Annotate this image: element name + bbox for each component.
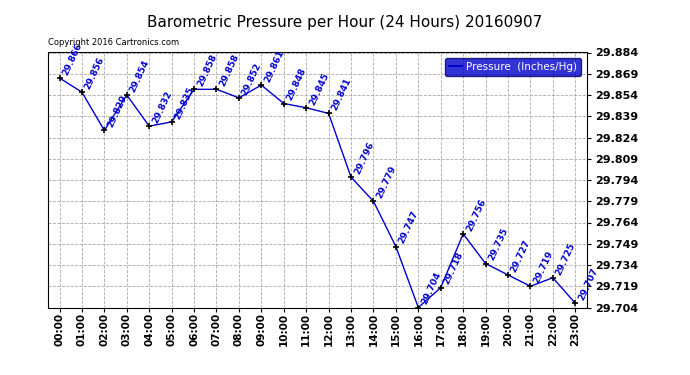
Text: 29.835: 29.835 xyxy=(173,85,196,120)
Text: 29.707: 29.707 xyxy=(577,267,600,302)
Text: 29.719: 29.719 xyxy=(532,249,555,285)
Text: 29.756: 29.756 xyxy=(464,197,487,232)
Text: Barometric Pressure per Hour (24 Hours) 20160907: Barometric Pressure per Hour (24 Hours) … xyxy=(148,15,542,30)
Text: 29.841: 29.841 xyxy=(330,76,353,112)
Text: 29.858: 29.858 xyxy=(195,53,218,88)
Text: 29.796: 29.796 xyxy=(353,140,375,176)
Text: 29.735: 29.735 xyxy=(487,227,510,262)
Text: 29.725: 29.725 xyxy=(554,241,577,276)
Legend: Pressure  (Inches/Hg): Pressure (Inches/Hg) xyxy=(445,58,581,76)
Text: Copyright 2016 Cartronics.com: Copyright 2016 Cartronics.com xyxy=(48,38,179,47)
Text: 29.718: 29.718 xyxy=(442,251,465,286)
Text: 29.829: 29.829 xyxy=(106,94,128,129)
Text: 29.832: 29.832 xyxy=(150,90,173,125)
Text: 29.861: 29.861 xyxy=(263,48,286,84)
Text: 29.704: 29.704 xyxy=(420,271,442,306)
Text: 29.866: 29.866 xyxy=(61,41,83,76)
Text: 29.779: 29.779 xyxy=(375,164,398,200)
Text: 29.858: 29.858 xyxy=(218,53,241,88)
Text: 29.848: 29.848 xyxy=(285,67,308,102)
Text: 29.856: 29.856 xyxy=(83,56,106,91)
Text: 29.854: 29.854 xyxy=(128,58,151,94)
Text: 29.852: 29.852 xyxy=(240,61,263,96)
Text: 29.845: 29.845 xyxy=(308,71,331,106)
Text: 29.747: 29.747 xyxy=(397,210,420,245)
Text: 29.727: 29.727 xyxy=(509,238,533,273)
